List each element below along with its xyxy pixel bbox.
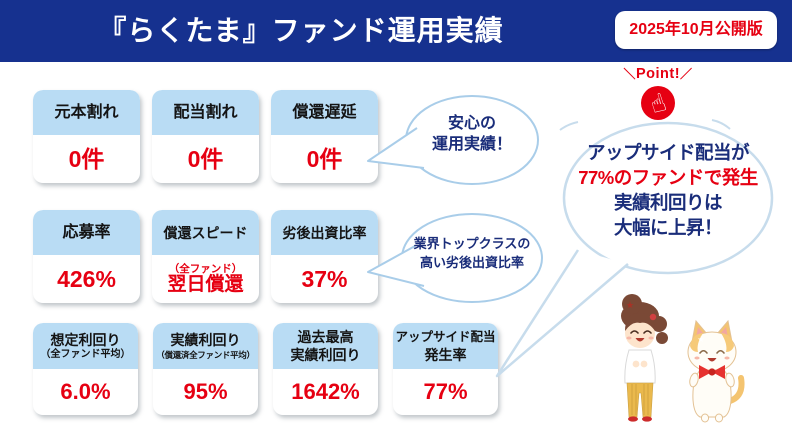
safe-record-bubble-text: 安心の 運用実績！ (408, 113, 536, 155)
card-title-line2: 実績利回り (290, 347, 361, 363)
card-subtitle: （償還済全ファンド平均） (156, 350, 255, 360)
card-header: 過去最高 実績利回り (273, 323, 378, 369)
svg-text:★: ★ (697, 335, 704, 344)
card-value: 6.0% (60, 379, 111, 404)
release-version-badge: 2025年10月公開版 (615, 11, 777, 49)
stat-card-application-rate: 応募率 426% (33, 210, 140, 303)
card-body: 0件 (271, 135, 378, 183)
card-header: 劣後出資比率 (271, 210, 378, 255)
main-speech-bubble (495, 119, 774, 378)
main-bubble-line1: アップサイド配当が (586, 142, 750, 163)
stat-card-highest-yield: 過去最高 実績利回り 1642% (273, 323, 378, 415)
card-header: 償還スピード (152, 210, 259, 255)
card-value-note: （全ファンド） (168, 263, 243, 275)
point-text: Point! (635, 66, 681, 82)
svg-text:★: ★ (626, 300, 634, 310)
card-body: 77% (393, 369, 498, 415)
card-title: 実績利回り (170, 332, 241, 348)
industry-top-bubble-text: 業界トップクラスの 高い劣後出資比率 (400, 234, 544, 272)
card-title: 過去最高 (297, 329, 354, 345)
stat-card-redemption-delay: 償還遅延 0件 (271, 90, 378, 183)
stat-card-redemption-speed: 償還スピード （全ファンド） 翌日償還 (152, 210, 259, 303)
card-body: 0件 (33, 135, 140, 183)
point-label: ＼Point!／ (620, 65, 696, 82)
page-title: 『らくたま』ファンド運用実績 (98, 15, 504, 46)
card-value: 37% (301, 266, 348, 292)
bubble-line: 高い劣後出資比率 (419, 255, 524, 270)
card-header: 配当割れ (152, 90, 259, 135)
industry-top-bubble (367, 213, 543, 303)
header-bar: 『らくたま』ファンド運用実績 2025年10月公開版 (0, 0, 792, 62)
card-header: アップサイド配当 発生率 (393, 323, 498, 369)
point-mark-right: ／ (680, 67, 693, 81)
card-header: 元本割れ (33, 90, 140, 135)
card-header: 想定利回り （全ファンド平均） (33, 323, 138, 369)
card-value: 0件 (306, 146, 343, 172)
card-value: 0件 (187, 146, 224, 172)
stat-card-actual-yield: 実績利回り （償還済全ファンド平均） 95% (153, 323, 258, 415)
card-value: 0件 (68, 146, 105, 172)
card-subtitle: （全ファンド平均） (40, 349, 131, 360)
card-title-line2: 発生率 (424, 347, 467, 363)
main-bubble-line3: 実績利回りは (613, 192, 723, 213)
card-body: 0件 (152, 135, 259, 183)
card-title: 償還スピード (163, 224, 248, 241)
bubble-line: 運用実績！ (431, 136, 512, 153)
safe-record-bubble (367, 95, 539, 185)
card-title: 応募率 (62, 223, 111, 241)
card-value: 95% (183, 379, 228, 404)
card-header: 償還遅延 (271, 90, 378, 135)
card-body: 37% (271, 255, 378, 303)
card-body: 426% (33, 255, 140, 303)
main-bubble-line2: 77%のファンドで発生 (578, 167, 758, 188)
stat-card-upside-dividend-rate: アップサイド配当 発生率 77% (393, 323, 498, 415)
card-value: 426% (57, 266, 116, 292)
main-bubble-line4: 大幅に上昇！ (613, 217, 723, 238)
card-value: 1642% (291, 379, 360, 404)
woman-character: ★ (621, 294, 668, 422)
main-bubble-text: アップサイド配当が 77%のファンドで発生 実績利回りは 大幅に上昇！ (562, 140, 774, 240)
card-value: 77% (423, 379, 468, 404)
cat-mascot: ★ (687, 319, 745, 423)
card-title: 想定利回り (50, 332, 121, 348)
card-body: 6.0% (33, 369, 138, 415)
card-body: 95% (153, 369, 258, 415)
bubble-line: 業界トップクラスの (413, 236, 531, 251)
card-title: 劣後出資比率 (282, 224, 367, 241)
bubble-line: 安心の (447, 115, 496, 132)
stat-card-expected-yield: 想定利回り （全ファンド平均） 6.0% (33, 323, 138, 415)
point-mark-left: ＼ (623, 67, 636, 81)
stat-card-subordination-ratio: 劣後出資比率 37% (271, 210, 378, 303)
card-body: 1642% (273, 369, 378, 415)
point-hand-icon: ☝ (641, 86, 675, 120)
stat-card-principal-loss: 元本割れ 0件 (33, 90, 140, 183)
stat-card-dividend-shortfall: 配当割れ 0件 (152, 90, 259, 183)
card-title: アップサイド配当 (395, 330, 496, 344)
card-body: （全ファンド） 翌日償還 (152, 255, 259, 303)
card-title: 償還遅延 (292, 103, 357, 121)
card-header: 実績利回り （償還済全ファンド平均） (153, 323, 258, 369)
card-title: 元本割れ (54, 103, 119, 121)
card-value: 翌日償還 (167, 274, 244, 295)
card-header: 応募率 (33, 210, 140, 255)
card-title: 配当割れ (173, 103, 238, 121)
